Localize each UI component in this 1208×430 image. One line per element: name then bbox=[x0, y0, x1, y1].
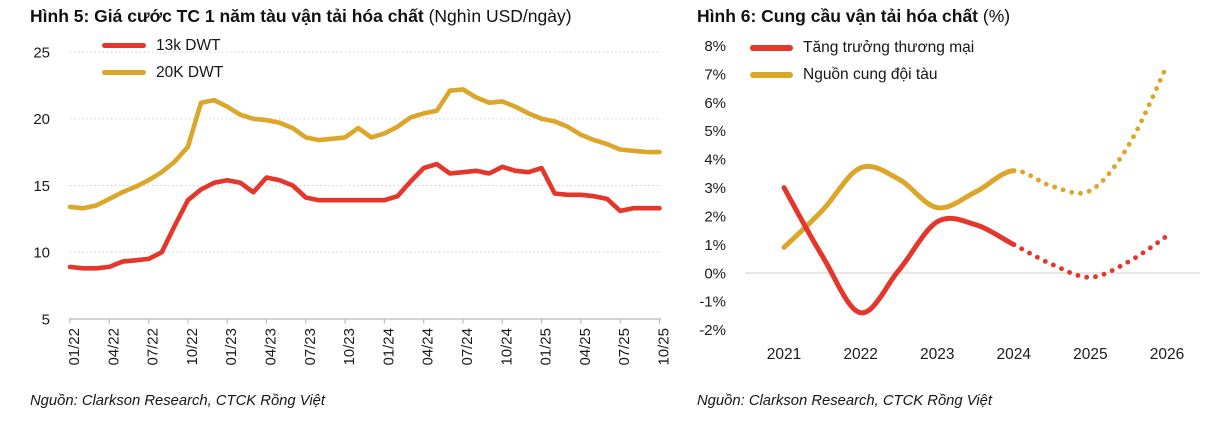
fig6-line-nguồn-cung-đội-tàu bbox=[781, 163, 1017, 250]
fig6-y-tick-label: 4% bbox=[704, 152, 726, 169]
fig5-x-tick-label: 01/24 bbox=[380, 328, 397, 366]
fig5-legend-item-20k-dwt: 20K DWT bbox=[102, 63, 223, 82]
fig6-y-tick-label: 1% bbox=[704, 237, 726, 254]
fig6-title-text: Hình 6: Cung cầu vận tải hóa chất bbox=[697, 6, 979, 26]
fig5-x-tick-label: 04/23 bbox=[263, 328, 280, 366]
fig5-x-tick-label: 10/22 bbox=[184, 328, 201, 366]
fig6-legend-label-supply: Nguồn cung đội tàu bbox=[803, 66, 938, 83]
fig5-y-tick-label: 15 bbox=[33, 178, 50, 195]
fig5-x-tick-label: 07/25 bbox=[616, 328, 633, 366]
fig5-x-tick-label: 10/25 bbox=[656, 328, 673, 366]
fig6-legend-item-fleet-supply: Nguồn cung đội tàu bbox=[750, 66, 937, 85]
fig6-y-tick-label: 2% bbox=[704, 208, 726, 225]
fig6-source: Nguồn: Clarkson Research, CTCK Rồng Việt bbox=[697, 393, 992, 409]
fig6-y-tick-label: 3% bbox=[704, 180, 726, 197]
fig5-legend-label-20k: 20K DWT bbox=[156, 63, 224, 81]
fig6-title: Hình 6: Cung cầu vận tải hóa chất (%) bbox=[697, 6, 1010, 27]
fig5-x-tick-label: 10/23 bbox=[341, 328, 358, 366]
fig6-y-tick-label: -1% bbox=[699, 294, 726, 311]
fig5-title-text: Hình 5: Giá cước TC 1 năm tàu vận tải hó… bbox=[30, 6, 424, 26]
fig6-forecast-dots-tăng-trưởng-thương-mại bbox=[1011, 233, 1170, 280]
fig6-legend-label-trade: Tăng trưởng thương mại bbox=[803, 39, 975, 56]
fig5-x-tick-label: 01/25 bbox=[538, 328, 555, 366]
fig5-source: Nguồn: Clarkson Research, CTCK Rồng Việt bbox=[30, 393, 325, 409]
fig5-x-tick-label: 01/22 bbox=[66, 328, 83, 366]
fig6-legend-item-trade-growth: Tăng trưởng thương mại bbox=[750, 39, 974, 58]
gold-line-swatch bbox=[750, 72, 793, 78]
fig5-y-tick-label: 5 bbox=[42, 311, 50, 328]
fig5-legend-label-13k: 13k DWT bbox=[156, 36, 221, 54]
fig5-title-unit-text: (Nghìn USD/ngày) bbox=[428, 6, 572, 26]
fig5-x-tick-label: 07/22 bbox=[145, 328, 162, 366]
fig6-y-tick-label: -2% bbox=[699, 322, 726, 339]
fig5-x-tick-label: 10/24 bbox=[498, 328, 515, 366]
gold-line-swatch bbox=[102, 69, 146, 76]
fig6-forecast-dots-nguồn-cung-đội-tàu bbox=[1011, 63, 1170, 196]
fig6-y-tick-label: 8% bbox=[704, 38, 726, 55]
fig5-x-tick-label: 04/22 bbox=[105, 328, 122, 366]
fig5-y-tick-label: 20 bbox=[33, 111, 50, 128]
fig6-x-tick-label: 2021 bbox=[767, 346, 801, 363]
fig6-y-tick-label: 5% bbox=[704, 123, 726, 140]
fig6-x-tick-label: 2023 bbox=[920, 346, 954, 363]
fig6-y-tick-label: 0% bbox=[704, 265, 726, 282]
fig6-y-tick-label: 7% bbox=[704, 66, 726, 83]
fig6-title-unit-text: (%) bbox=[982, 6, 1011, 26]
fig5-x-tick-label: 04/25 bbox=[577, 328, 594, 366]
fig5-y-tick-label: 10 bbox=[33, 245, 50, 262]
fig5-x-tick-label: 01/23 bbox=[223, 328, 240, 366]
fig5-title: Hình 5: Giá cước TC 1 năm tàu vận tải hó… bbox=[30, 6, 572, 27]
fig5-x-tick-label: 04/24 bbox=[420, 328, 437, 366]
red-line-swatch bbox=[102, 42, 146, 49]
fig6-y-tick-label: 6% bbox=[704, 95, 726, 112]
red-line-swatch bbox=[750, 45, 793, 51]
fig5-x-tick-label: 07/23 bbox=[302, 328, 319, 366]
fig5-y-tick-label: 25 bbox=[33, 44, 50, 61]
fig5-x-tick-label: 07/24 bbox=[459, 328, 476, 366]
fig6-x-tick-label: 2025 bbox=[1073, 346, 1107, 363]
fig6-x-tick-label: 2026 bbox=[1150, 346, 1184, 363]
fig6-x-tick-label: 2024 bbox=[997, 346, 1032, 363]
fig6-x-tick-label: 2022 bbox=[843, 346, 877, 363]
fig5-line-13k-dwt bbox=[67, 161, 662, 271]
fig6-line-tăng-trưởng-thương-mại bbox=[781, 185, 1017, 316]
fig5-line-20k-dwt bbox=[67, 87, 662, 211]
fig5-legend-item-13k-dwt: 13k DWT bbox=[102, 36, 221, 55]
